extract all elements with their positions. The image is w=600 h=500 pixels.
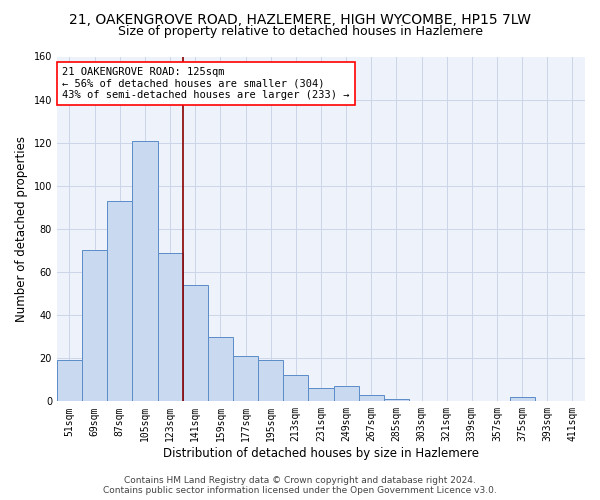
Bar bbox=[57, 360, 82, 402]
Bar bbox=[359, 395, 384, 402]
Bar bbox=[107, 201, 133, 402]
Bar bbox=[233, 356, 258, 402]
Text: 21 OAKENGROVE ROAD: 125sqm
← 56% of detached houses are smaller (304)
43% of sem: 21 OAKENGROVE ROAD: 125sqm ← 56% of deta… bbox=[62, 67, 350, 100]
Text: Contains HM Land Registry data © Crown copyright and database right 2024.
Contai: Contains HM Land Registry data © Crown c… bbox=[103, 476, 497, 495]
Bar bbox=[384, 399, 409, 402]
Y-axis label: Number of detached properties: Number of detached properties bbox=[15, 136, 28, 322]
Bar bbox=[182, 285, 208, 402]
X-axis label: Distribution of detached houses by size in Hazlemere: Distribution of detached houses by size … bbox=[163, 447, 479, 460]
Bar bbox=[258, 360, 283, 402]
Bar bbox=[133, 140, 158, 402]
Bar bbox=[283, 376, 308, 402]
Bar bbox=[334, 386, 359, 402]
Bar bbox=[82, 250, 107, 402]
Bar bbox=[308, 388, 334, 402]
Text: 21, OAKENGROVE ROAD, HAZLEMERE, HIGH WYCOMBE, HP15 7LW: 21, OAKENGROVE ROAD, HAZLEMERE, HIGH WYC… bbox=[69, 12, 531, 26]
Bar bbox=[158, 252, 182, 402]
Text: Size of property relative to detached houses in Hazlemere: Size of property relative to detached ho… bbox=[118, 25, 482, 38]
Bar bbox=[208, 336, 233, 402]
Bar bbox=[509, 397, 535, 402]
